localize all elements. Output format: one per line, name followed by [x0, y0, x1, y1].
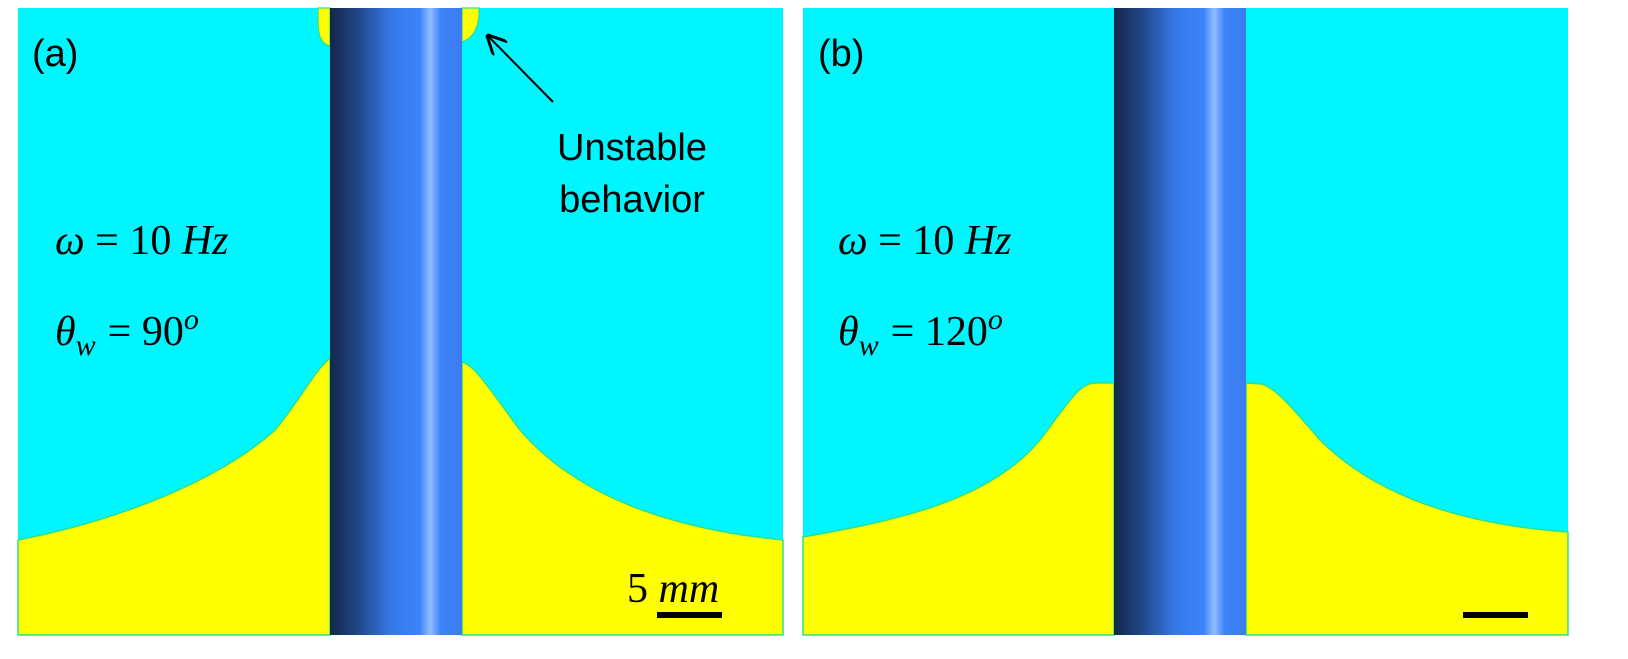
panel-label: (b) [818, 33, 864, 75]
droplet-left [317, 7, 331, 47]
panel-a: (a) Unstable behavior ω = 10 Hz θw = 90o … [17, 7, 784, 636]
scale-label: 5 mm [627, 566, 719, 612]
symbol: θ [55, 309, 76, 355]
rod [330, 8, 462, 635]
panel-label: (a) [32, 33, 78, 75]
number: 5 [627, 566, 648, 612]
droplet-right [461, 7, 480, 43]
contact-angle: θw = 90o [55, 303, 199, 362]
frequency: ω = 10 Hz [838, 218, 1012, 264]
liquid-left [802, 382, 1115, 636]
symbol: ω [55, 218, 85, 264]
panel-b: (b) ω = 10 Hz θw = 120o [802, 8, 1569, 636]
liquid-right [1245, 382, 1569, 636]
liquid-left [17, 356, 331, 636]
relation: = 120 [891, 309, 988, 355]
unit: mm [659, 566, 720, 612]
arrow [488, 36, 554, 103]
scale-bar [657, 612, 722, 618]
subscript: w [76, 329, 96, 362]
unit: Hz [181, 218, 229, 264]
unit: Hz [964, 218, 1012, 264]
relation: = 10 [878, 218, 954, 264]
annotation: Unstable [557, 127, 707, 169]
superscript: o [184, 303, 199, 336]
symbol: θ [838, 309, 859, 355]
subscript: w [859, 329, 879, 362]
scale-bar [1463, 612, 1528, 618]
relation: = 90 [108, 309, 184, 355]
symbol: ω [838, 218, 868, 264]
rod [1114, 8, 1246, 635]
liquid-right [461, 361, 784, 636]
superscript: o [988, 303, 1003, 336]
contact-angle: θw = 120o [838, 303, 1003, 362]
frequency: ω = 10 Hz [55, 218, 229, 264]
relation: = 10 [95, 218, 171, 264]
annotation: behavior [559, 179, 705, 221]
